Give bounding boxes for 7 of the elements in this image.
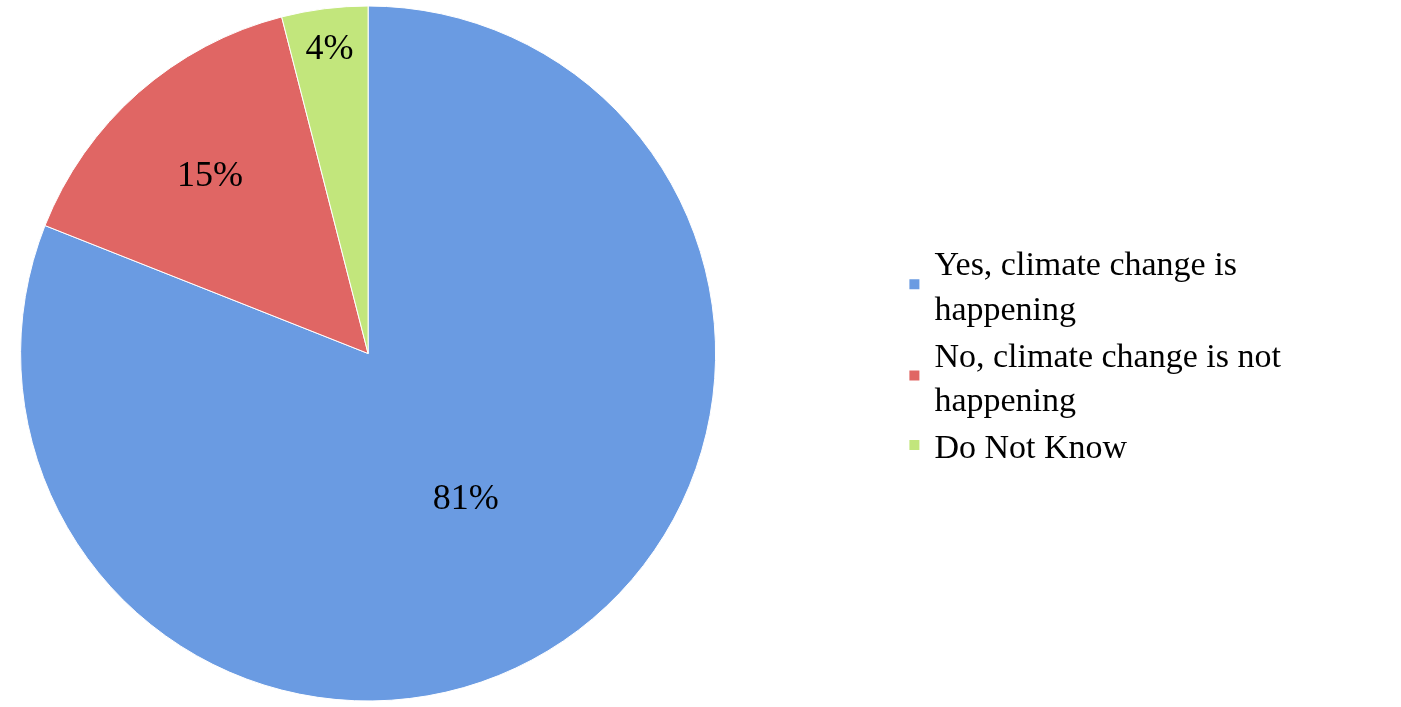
data-label: 81% [432, 477, 499, 518]
legend-label: Do Not Know [934, 428, 1128, 466]
data-label: 15% [177, 154, 244, 195]
data-label: 4% [305, 27, 354, 68]
pie-slice [20, 5, 716, 702]
legend-label: No, climate change is not happening [934, 336, 1282, 418]
legend-label: Yes, climate change is happening [934, 245, 1237, 327]
